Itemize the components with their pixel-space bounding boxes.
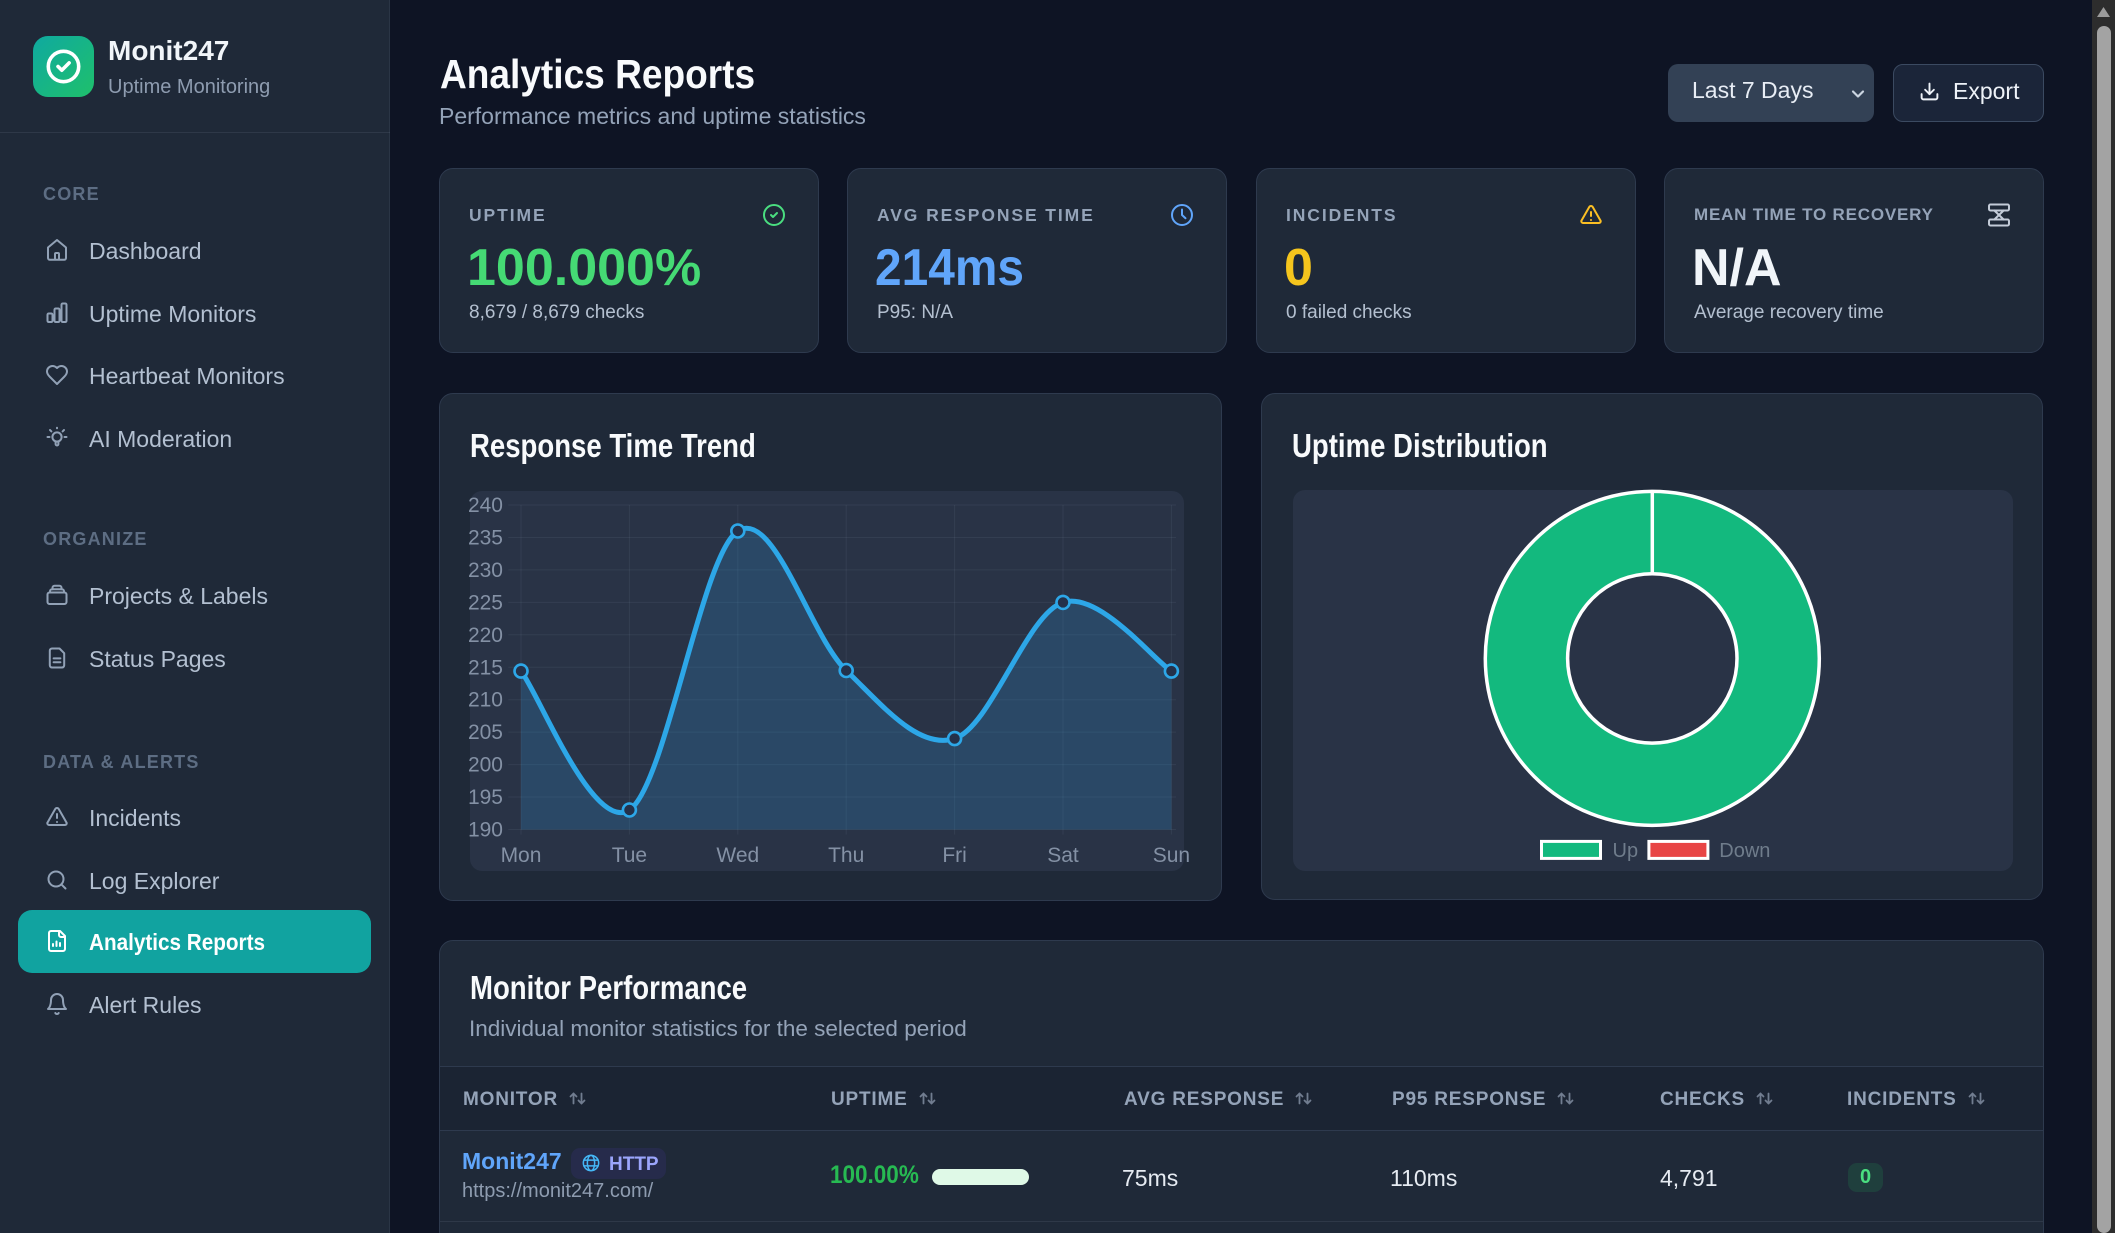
svg-text:210: 210: [468, 689, 503, 712]
svg-text:205: 205: [468, 721, 503, 744]
svg-text:Wed: Wed: [716, 844, 759, 867]
svg-text:Down: Down: [1719, 840, 1770, 862]
svg-text:235: 235: [468, 526, 503, 549]
svg-text:195: 195: [468, 786, 503, 809]
svg-text:Sat: Sat: [1047, 844, 1079, 867]
svg-text:Mon: Mon: [501, 844, 542, 867]
svg-text:225: 225: [468, 591, 503, 614]
svg-text:240: 240: [468, 494, 503, 517]
svg-text:Fri: Fri: [942, 844, 967, 867]
svg-text:200: 200: [468, 754, 503, 777]
svg-text:Up: Up: [1613, 840, 1639, 862]
svg-text:Tue: Tue: [612, 844, 647, 867]
svg-text:Sun: Sun: [1153, 844, 1190, 867]
svg-text:190: 190: [468, 819, 503, 842]
svg-text:220: 220: [468, 624, 503, 647]
svg-text:230: 230: [468, 559, 503, 582]
svg-text:215: 215: [468, 656, 503, 679]
svg-text:Thu: Thu: [828, 844, 864, 867]
